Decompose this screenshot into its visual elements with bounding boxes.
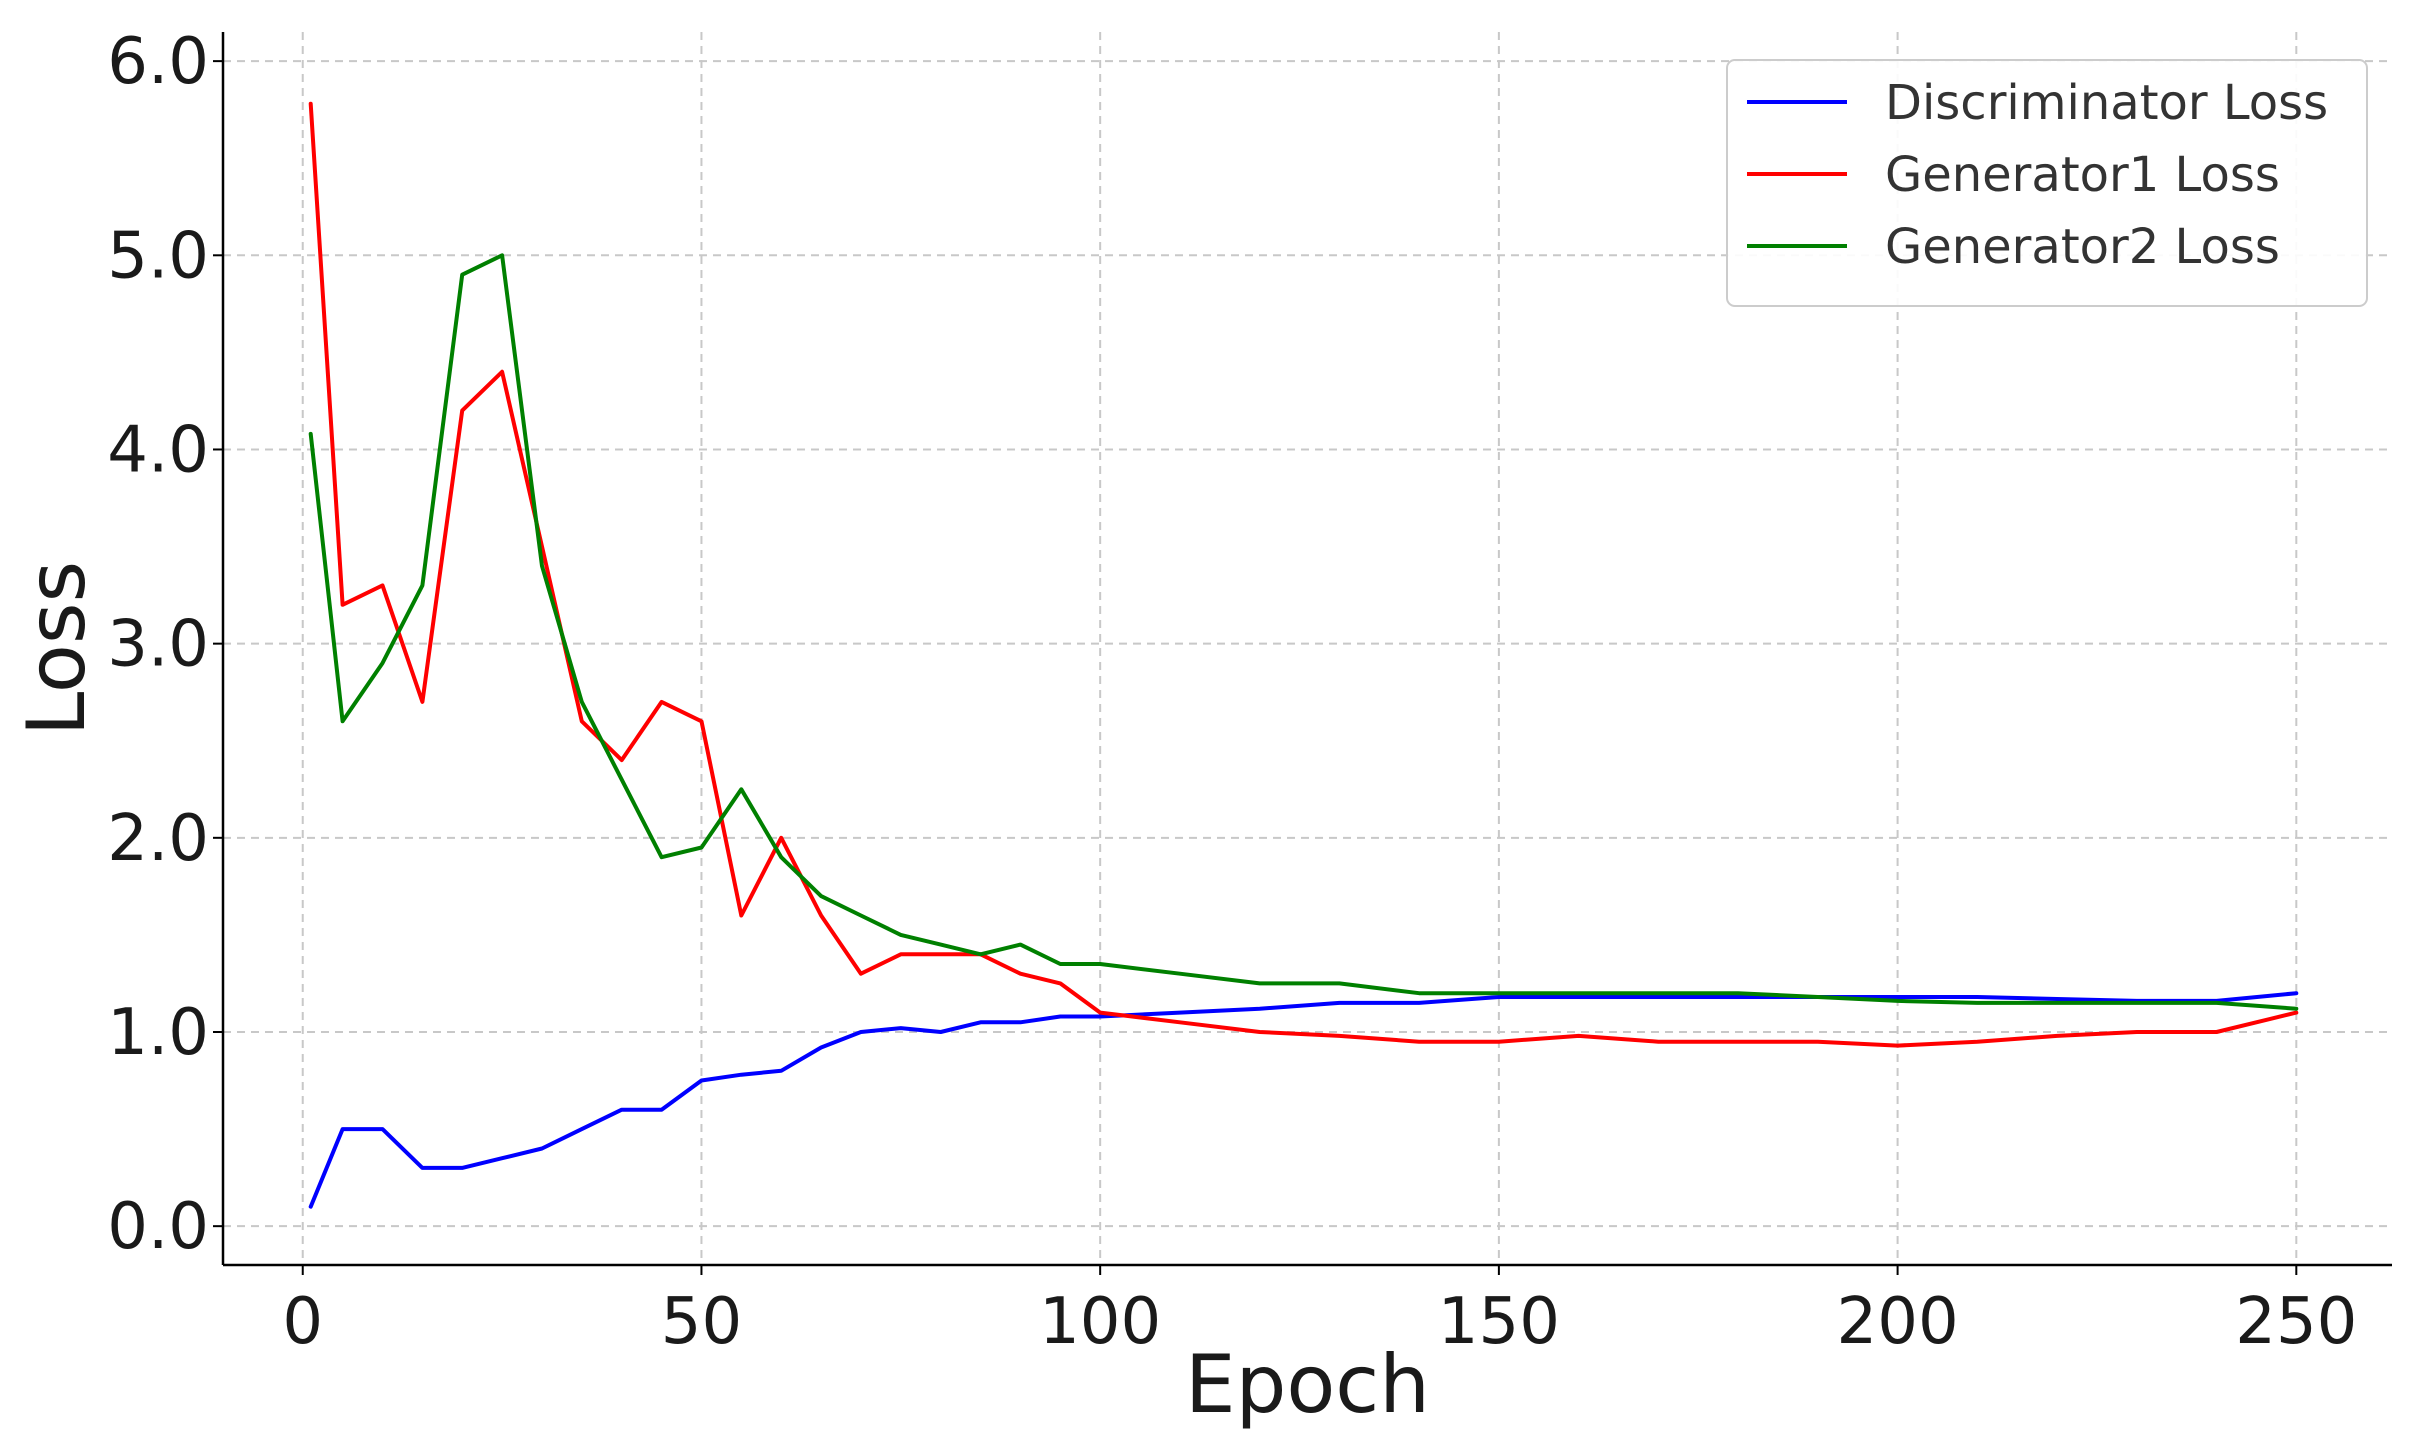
series-lines <box>308 101 2299 1209</box>
y-tick-label: 0.0 <box>107 1190 209 1264</box>
y-tick-label: 4.0 <box>107 413 209 487</box>
x-tick-label: 250 <box>2235 1285 2357 1359</box>
y-tick-label: 1.0 <box>107 996 209 1070</box>
x-axis-title: Epoch <box>1185 1338 1430 1431</box>
legend-label: Discriminator Loss <box>1885 75 2328 131</box>
x-tick-label: 50 <box>661 1285 742 1359</box>
axes <box>221 32 2392 1267</box>
x-tick-label: 200 <box>1837 1285 1959 1359</box>
legend-box <box>1726 59 2368 307</box>
y-tick-label: 5.0 <box>107 219 209 293</box>
y-tick-label: 3.0 <box>107 608 209 682</box>
x-tick-label: 100 <box>1039 1285 1161 1359</box>
y-tick-label: 6.0 <box>107 25 209 99</box>
x-tick-label: 0 <box>282 1285 323 1359</box>
legend-label: Generator2 Loss <box>1885 219 2280 275</box>
legend: Discriminator Loss Generator1 Loss Generat… <box>1726 59 2368 307</box>
tick-labels: 0 50 100 150 200 250 0.0 1.0 2.0 3.0 4.0 5.0 6.0 <box>107 25 2357 1359</box>
x-tick-label: 150 <box>1438 1285 1560 1359</box>
y-axis-title: Loss <box>10 561 103 736</box>
y-tick-label: 2.0 <box>107 802 209 876</box>
series-line-generator2-loss <box>308 253 2299 1011</box>
legend-label: Generator1 Loss <box>1885 147 2280 203</box>
series-line-discriminator-loss <box>308 991 2299 1209</box>
